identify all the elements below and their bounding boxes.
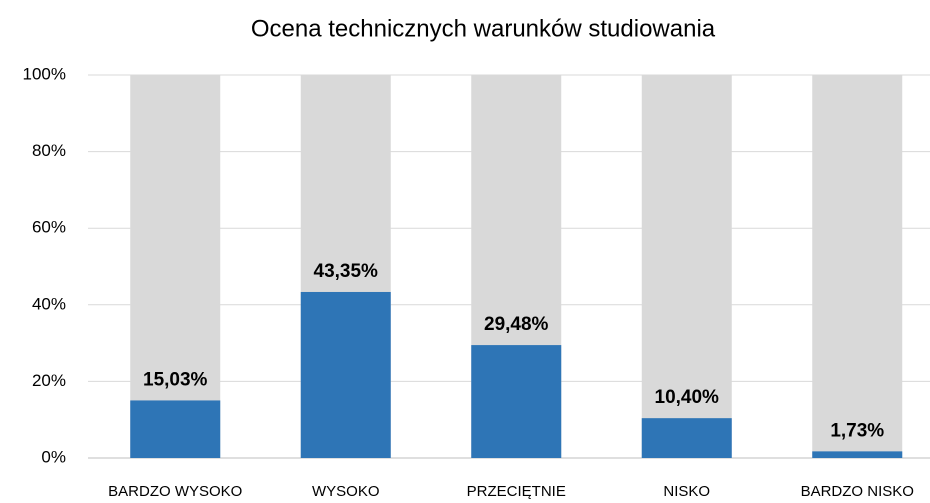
bar-track xyxy=(812,75,903,458)
x-tick-label: BARDZO WYSOKO xyxy=(108,483,242,500)
y-tick-label: 0% xyxy=(41,447,66,466)
y-tick-label: 100% xyxy=(23,64,66,83)
y-tick-label: 80% xyxy=(32,141,66,160)
x-tick-label: WYSOKO xyxy=(312,483,380,500)
data-label: 15,03% xyxy=(143,369,208,390)
data-label: 1,73% xyxy=(830,420,884,441)
y-tick-label: 60% xyxy=(32,218,66,237)
bar xyxy=(471,345,562,458)
bar xyxy=(812,451,903,458)
bar xyxy=(641,418,732,458)
y-tick-label: 20% xyxy=(32,371,66,390)
bar xyxy=(300,291,391,458)
bar xyxy=(130,400,221,458)
bar-track xyxy=(641,75,732,458)
data-label: 10,40% xyxy=(655,387,720,408)
chart-title: Ocena technicznych warunków studiowania xyxy=(251,15,716,42)
x-tick-label: PRZECIĘTNIE xyxy=(467,483,566,500)
y-tick-label: 40% xyxy=(32,294,66,313)
data-label: 43,35% xyxy=(314,261,379,282)
x-tick-label: BARDZO NISKO xyxy=(801,483,914,500)
x-tick-label: NISKO xyxy=(663,483,710,500)
data-label: 29,48% xyxy=(484,314,549,335)
bar-track xyxy=(130,75,221,458)
